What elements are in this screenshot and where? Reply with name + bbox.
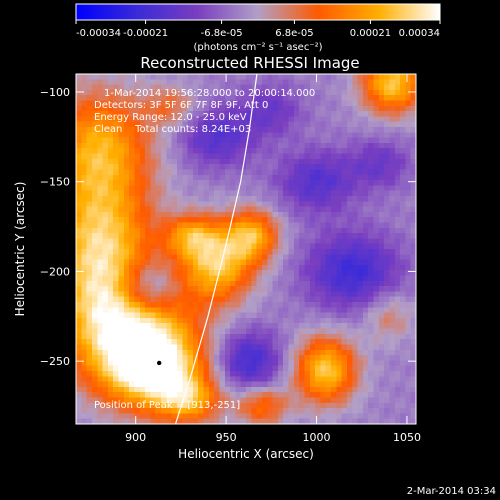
colorbar-tick-label: -0.00021 <box>123 28 168 39</box>
plot-frame <box>75 73 417 425</box>
colorbar-frame <box>75 3 441 21</box>
plot-area: 900 950 1000 1050 −250 −200 −150 −100 <box>40 73 421 444</box>
peak-marker <box>156 360 162 366</box>
x-axis-title: Heliocentric X (arcsec) <box>178 447 314 461</box>
info-clean-counts: Clean Total counts: 8.24E+03 <box>94 124 251 135</box>
colorbar-gradient <box>76 4 440 20</box>
y-tick-label: −200 <box>40 265 70 278</box>
observation-info: 1-Mar-2014 19:56:28.000 to 20:00:14.000 … <box>94 88 315 411</box>
x-tick-label: 1000 <box>303 431 331 444</box>
colorbar: -0.00034 -0.00021 -6.8e-05 6.8e-05 0.00021 0.… <box>75 3 441 53</box>
chart-title: Reconstructed RHESSI Image <box>140 54 359 72</box>
peak-position-label: Position of Peak = [913,-251] <box>94 400 240 411</box>
x-axis-ticks: 900 950 1000 1050 <box>125 74 421 444</box>
x-tick-label: 900 <box>125 431 146 444</box>
y-tick-label: −250 <box>40 355 70 368</box>
colorbar-tick-label: 0.00021 <box>350 28 391 39</box>
colorbar-tick-label: -6.8e-05 <box>201 28 243 39</box>
x-tick-label: 1050 <box>393 431 421 444</box>
x-tick-label: 950 <box>216 431 237 444</box>
colorbar-tick-label: 6.8e-05 <box>275 28 313 39</box>
info-energy-range: Energy Range: 12.0 - 25.0 keV <box>94 112 247 123</box>
info-detectors: Detectors: 3F 5F 6F 7F 8F 9F, Att 0 <box>94 100 268 111</box>
colorbar-tick-label: 0.00034 <box>399 28 440 39</box>
solar-limb-line <box>174 74 258 424</box>
colorbar-tick-label: -0.00034 <box>76 28 121 39</box>
footer-timestamp: 2-Mar-2014 03:34 <box>407 486 496 497</box>
y-axis-title: Heliocentric Y (arcsec) <box>13 182 27 317</box>
y-tick-label: −100 <box>40 86 70 99</box>
y-axis-ticks: −250 −200 −150 −100 <box>40 86 416 368</box>
colorbar-units: (photons cm⁻² s⁻¹ asec⁻²) <box>193 42 322 53</box>
colorbar-ticks: -0.00034 -0.00021 -6.8e-05 6.8e-05 0.00021 0.… <box>75 20 441 39</box>
info-time-range: 1-Mar-2014 19:56:28.000 to 20:00:14.000 <box>104 88 315 99</box>
y-tick-label: −150 <box>40 176 70 189</box>
heatmap-image <box>76 74 416 424</box>
